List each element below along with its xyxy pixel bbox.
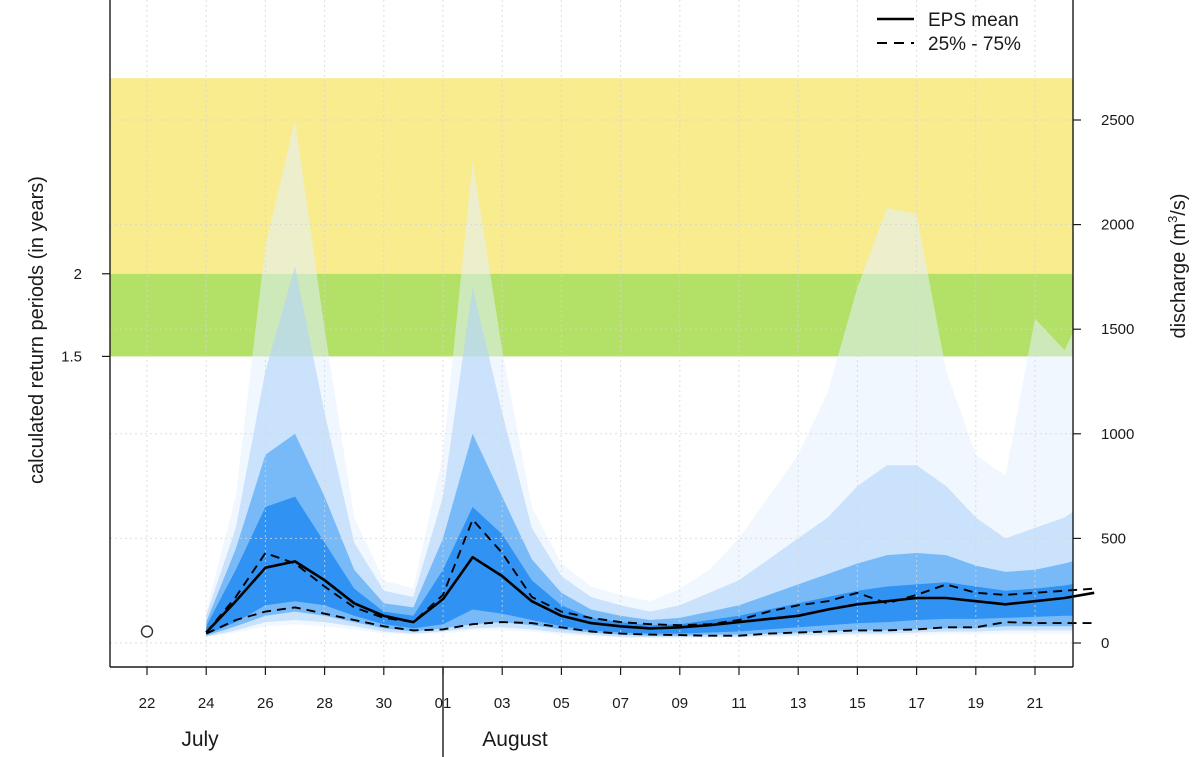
right-axis-title-tail: /s) (1168, 193, 1190, 215)
month-label-july: July (181, 728, 219, 751)
x-tick-label-17: 17 (908, 695, 925, 712)
ensemble-spread (206, 120, 1073, 639)
x-tick-label-05: 05 (553, 695, 570, 712)
spread-band-3 (206, 266, 1073, 638)
series-eps-mean (205, 555, 1095, 634)
x-tick-label-19: 19 (967, 695, 984, 712)
right-tick-label-2000: 2000 (1101, 217, 1134, 234)
spread-band-2 (206, 433, 1073, 636)
left-tick-label-1.5: 1.5 (61, 348, 82, 365)
x-tick-label-21: 21 (1027, 695, 1044, 712)
month-label-august: August (482, 728, 548, 751)
spread-band-1 (206, 496, 1073, 635)
x-tick-label-26: 26 (257, 695, 274, 712)
x-tick-label-03: 03 (494, 695, 511, 712)
x-tick-label-15: 15 (849, 695, 866, 712)
legend: EPS mean 25% - 75% (877, 10, 1021, 55)
x-tick-label-24: 24 (198, 695, 215, 712)
right-tick-label-2500: 2500 (1101, 112, 1134, 129)
forecast-lines (140, 518, 1095, 638)
band-2-year (110, 78, 1073, 274)
x-tick-label-28: 28 (316, 695, 333, 712)
left-axis-title: calculated return periods (in years) (26, 176, 48, 484)
x-tick-label-30: 30 (375, 695, 392, 712)
right-tick-label-0: 0 (1101, 635, 1109, 652)
left-tick-label-2: 2 (74, 266, 82, 283)
right-axis-title: discharge (m3/s) (1165, 193, 1190, 338)
x-tick-label-11: 11 (731, 695, 747, 712)
x-tick-label-22: 22 (139, 695, 156, 712)
right-tick-label-1500: 1500 (1101, 321, 1134, 338)
series-q25 (205, 606, 1095, 637)
right-tick-label-1000: 1000 (1101, 426, 1134, 443)
grid-lines (110, 0, 1073, 667)
x-tick-label-13: 13 (790, 695, 807, 712)
x-tick-label-07: 07 (612, 695, 629, 712)
right-axis-title-main: discharge (m (1168, 223, 1190, 339)
series-q75 (205, 518, 1095, 634)
legend-label-quartiles: 25% - 75% (928, 34, 1021, 55)
legend-label-mean: EPS mean (928, 10, 1019, 31)
right-tick-label-500: 500 (1101, 530, 1126, 547)
observed-point (140, 625, 154, 638)
x-tick-label-09: 09 (671, 695, 688, 712)
right-axis-title-superscript: 3 (1165, 216, 1180, 223)
